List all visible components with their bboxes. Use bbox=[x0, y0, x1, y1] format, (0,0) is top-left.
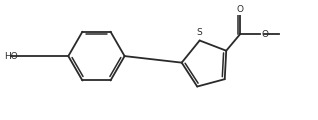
Text: HO: HO bbox=[4, 52, 17, 61]
Text: S: S bbox=[197, 28, 203, 37]
Text: O: O bbox=[237, 5, 244, 14]
Text: O: O bbox=[261, 30, 268, 39]
